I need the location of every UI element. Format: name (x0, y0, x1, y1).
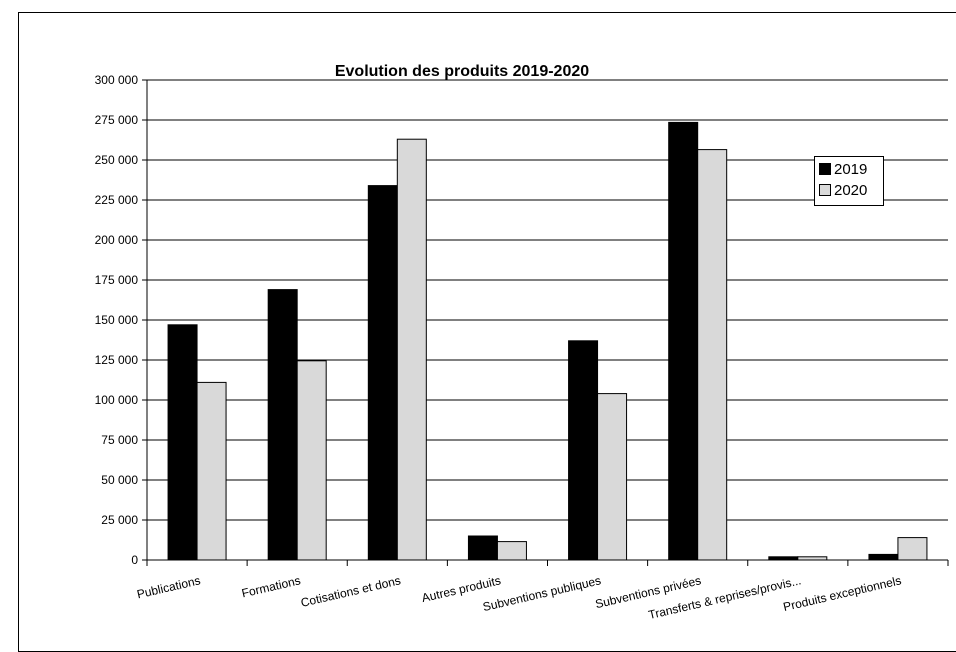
bar-2019 (868, 553, 899, 561)
bar-2020 (697, 149, 728, 561)
bar-2020 (897, 537, 928, 561)
legend-item-2020: 2020 (819, 181, 867, 201)
bar-2019 (568, 340, 599, 561)
legend-swatch-2019 (819, 163, 831, 176)
legend-label-2019: 2019 (834, 161, 868, 178)
y-tick-label: 25 000 (101, 513, 138, 527)
y-tick-label: 0 (131, 553, 138, 567)
y-tick-label: 250 000 (95, 153, 139, 167)
x-tick-label: Publications (136, 573, 202, 601)
y-tick-label: 275 000 (95, 113, 139, 127)
bar-2019 (267, 289, 298, 561)
chart-title: Evolution des produits 2019-2020 (335, 63, 589, 80)
y-tick-label: 125 000 (95, 353, 139, 367)
y-tick-label: 150 000 (95, 313, 139, 327)
legend-label-2020: 2020 (834, 182, 868, 199)
bar-2020 (396, 138, 427, 561)
bar-2020 (196, 381, 227, 561)
y-axis-ticks: 0 25 000 50 000 75 000 100 000 125 000 150 000… (95, 73, 148, 567)
y-tick-label: 200 000 (95, 233, 139, 247)
y-tick-label: 300 000 (95, 73, 139, 87)
y-tick-label: 75 000 (101, 433, 138, 447)
bar-2020 (597, 393, 628, 561)
bar-2019 (167, 324, 198, 561)
y-tick-label: 225 000 (95, 193, 139, 207)
legend: 2019 2020 (814, 156, 884, 206)
bar-2019 (668, 121, 699, 561)
legend-item-2019: 2019 (819, 160, 867, 180)
y-tick-label: 50 000 (101, 473, 138, 487)
legend-swatch-2020 (819, 184, 831, 197)
bars (167, 121, 928, 561)
bar-2020 (296, 360, 327, 561)
x-tick-label: Cotisations et dons (299, 573, 402, 610)
bar-2019 (467, 535, 498, 561)
y-tick-label: 175 000 (95, 273, 139, 287)
bar-2020 (496, 541, 527, 561)
bar-2019 (367, 185, 398, 561)
x-tick-label: Formations (240, 573, 302, 600)
gridlines (147, 79, 948, 521)
y-tick-label: 100 000 (95, 393, 139, 407)
